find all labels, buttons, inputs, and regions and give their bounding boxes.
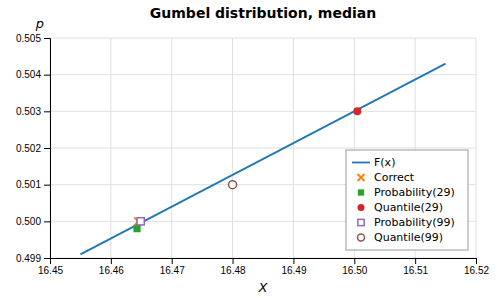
tick-label: 16.49 bbox=[281, 265, 306, 276]
axis-line bbox=[44, 39, 51, 259]
legend-box bbox=[346, 150, 468, 250]
marker-shape bbox=[353, 107, 361, 115]
tick: 0.500 bbox=[16, 216, 50, 227]
tick-mark bbox=[293, 258, 294, 264]
grid-line-y bbox=[50, 111, 476, 112]
point bbox=[353, 107, 361, 115]
legend-key bbox=[358, 234, 365, 241]
tick: 0.499 bbox=[16, 253, 50, 264]
tick-label: 0.503 bbox=[16, 106, 41, 117]
legend-item: Probability(99) bbox=[358, 216, 455, 229]
marker-shape bbox=[358, 219, 364, 225]
tick-mark bbox=[415, 258, 416, 264]
tick-label: 0.504 bbox=[16, 69, 41, 80]
point bbox=[137, 218, 144, 225]
tick-mark bbox=[233, 258, 234, 264]
y-axis: 0.499 0.500 0.501 0.502 0.503 0.504 0.505 bbox=[16, 33, 51, 264]
legend-label: Correct bbox=[374, 171, 415, 184]
tick: 0.501 bbox=[16, 179, 50, 190]
x-axis-label: X bbox=[258, 280, 269, 295]
tick-label: 0.500 bbox=[16, 216, 41, 227]
grid-line-y bbox=[50, 38, 476, 39]
legend-label: Probability(99) bbox=[374, 216, 455, 229]
legend-item: F(x) bbox=[352, 156, 395, 169]
tick: 16.48 bbox=[221, 258, 246, 276]
tick-label: 16.48 bbox=[221, 265, 246, 276]
legend: F(x) Correct Probability(29) Quantile(29) Pr… bbox=[346, 150, 468, 250]
chart: 16.45 16.46 16.47 16.48 16.49 16.50 16.51 16.52… bbox=[0, 0, 500, 298]
marker-shape bbox=[133, 225, 140, 232]
tick: 0.503 bbox=[16, 106, 50, 117]
tick-mark bbox=[44, 185, 50, 186]
tick: 0.505 bbox=[16, 33, 50, 44]
marker-shape bbox=[137, 218, 144, 225]
tick: 16.46 bbox=[99, 258, 124, 276]
plot: 16.45 16.46 16.47 16.48 16.49 16.50 16.51 16.52… bbox=[16, 33, 489, 276]
tick-mark bbox=[476, 258, 477, 264]
legend-label: F(x) bbox=[374, 156, 395, 169]
legend-key bbox=[358, 219, 364, 225]
legend-item: Quantile(29) bbox=[358, 201, 444, 214]
legend-label: Quantile(99) bbox=[374, 231, 443, 244]
tick-mark bbox=[44, 38, 50, 39]
tick-label: 0.505 bbox=[16, 33, 41, 44]
grid bbox=[50, 38, 476, 258]
marker-shape bbox=[358, 174, 365, 181]
tick-mark bbox=[111, 258, 112, 264]
axis-line bbox=[51, 259, 477, 265]
tick: 16.49 bbox=[281, 258, 306, 276]
point bbox=[229, 181, 237, 189]
tick-mark bbox=[44, 148, 50, 149]
tick: 16.50 bbox=[342, 258, 367, 276]
y-axis-label: p bbox=[35, 16, 44, 31]
tick-label: 0.499 bbox=[16, 253, 41, 264]
legend-label: Probability(29) bbox=[374, 186, 455, 199]
tick-mark bbox=[44, 111, 50, 112]
x-axis: 16.45 16.46 16.47 16.48 16.49 16.50 16.51 16.52 bbox=[38, 258, 489, 276]
tick-label: 16.47 bbox=[160, 265, 185, 276]
tick-label: 0.501 bbox=[16, 179, 41, 190]
tick-label: 16.46 bbox=[99, 265, 124, 276]
legend-item: Probability(29) bbox=[358, 186, 455, 199]
tick-label: 16.50 bbox=[342, 265, 367, 276]
marker-shape bbox=[358, 234, 365, 241]
grid-line-y bbox=[50, 148, 476, 149]
tick: 16.51 bbox=[403, 258, 428, 276]
tick-label: 16.51 bbox=[403, 265, 428, 276]
tick: 16.52 bbox=[464, 258, 489, 276]
tick-mark bbox=[44, 75, 50, 76]
tick: 0.502 bbox=[16, 143, 50, 154]
tick-label: 16.45 bbox=[38, 265, 63, 276]
grid-line-y bbox=[50, 74, 476, 75]
tick-label: 16.52 bbox=[464, 265, 489, 276]
title: Gumbel distribution, median bbox=[150, 5, 376, 21]
point bbox=[133, 225, 140, 232]
tick: 0.504 bbox=[16, 69, 50, 80]
legend-key bbox=[352, 162, 370, 164]
tick-mark bbox=[172, 258, 173, 264]
marker-shape bbox=[358, 204, 365, 211]
legend-label: Quantile(29) bbox=[374, 201, 443, 214]
tick-mark bbox=[44, 221, 50, 222]
marker-shape bbox=[358, 189, 364, 195]
legend-key bbox=[358, 204, 365, 211]
tick: 16.47 bbox=[160, 258, 185, 276]
legend-item: Quantile(99) bbox=[358, 231, 444, 244]
legend-key bbox=[358, 189, 364, 195]
marker-shape bbox=[229, 181, 237, 189]
tick-label: 0.502 bbox=[16, 143, 41, 154]
legend-key bbox=[358, 174, 365, 181]
tick: 16.45 bbox=[38, 258, 63, 276]
tick-mark bbox=[44, 258, 50, 259]
legend-item: Correct bbox=[358, 171, 415, 184]
tick-mark bbox=[354, 258, 355, 264]
